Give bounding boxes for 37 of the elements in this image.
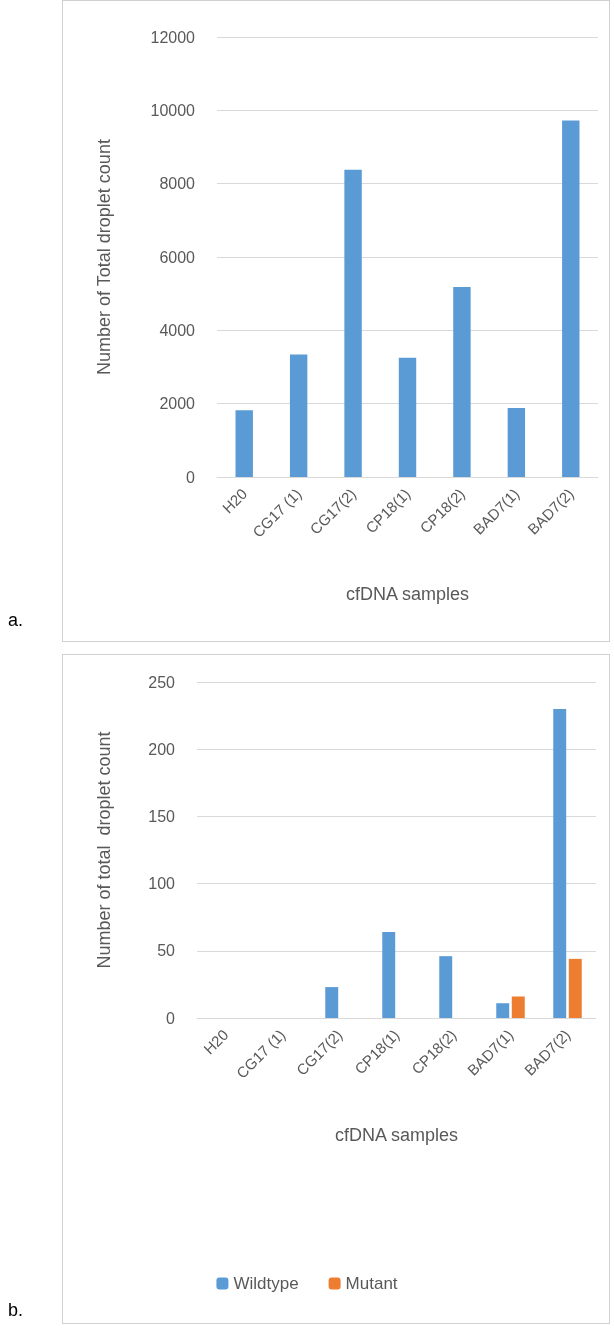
y-tick-label: 100 xyxy=(148,875,176,893)
legend-label: Wildtype xyxy=(233,1274,299,1293)
bar xyxy=(553,708,567,1018)
y-tick-label: 50 xyxy=(157,942,176,960)
bar xyxy=(511,996,525,1018)
y-tick-label: 12000 xyxy=(150,28,196,46)
y-tick-label: 0 xyxy=(186,468,196,486)
y-tick-label: 4000 xyxy=(159,321,196,339)
text: a. xyxy=(8,610,24,631)
y-tick-label: 8000 xyxy=(159,175,196,193)
text: b. xyxy=(8,1300,24,1321)
legend-label: Mutant xyxy=(345,1274,398,1293)
bar xyxy=(496,1003,510,1018)
y-tick-label: 6000 xyxy=(159,248,196,266)
x-axis-title: cfDNA samples xyxy=(334,1125,459,1145)
bar xyxy=(562,120,580,477)
bar xyxy=(382,931,396,1018)
bar xyxy=(453,287,471,477)
y-tick-label: 150 xyxy=(148,807,176,825)
x-tick-label: H20 xyxy=(200,1025,232,1058)
y-tick-label: 250 xyxy=(148,673,176,691)
y-tick-label: 200 xyxy=(148,740,176,758)
bar xyxy=(568,958,582,1018)
x-axis-title: cfDNA samples xyxy=(345,584,470,604)
y-axis-title: Number of Total droplet count xyxy=(94,139,114,375)
bar xyxy=(289,354,308,477)
bar xyxy=(344,169,362,477)
y-tick-label: 10000 xyxy=(150,101,196,119)
bar xyxy=(507,408,526,477)
bar xyxy=(439,956,453,1018)
bar xyxy=(398,357,417,477)
y-tick-label: 0 xyxy=(166,1009,176,1027)
bar xyxy=(325,987,339,1018)
x-tick-label: H20 xyxy=(218,484,251,517)
y-tick-label: 2000 xyxy=(159,395,196,413)
bar xyxy=(235,410,253,477)
y-axis-title: Number of total droplet count xyxy=(94,731,114,969)
